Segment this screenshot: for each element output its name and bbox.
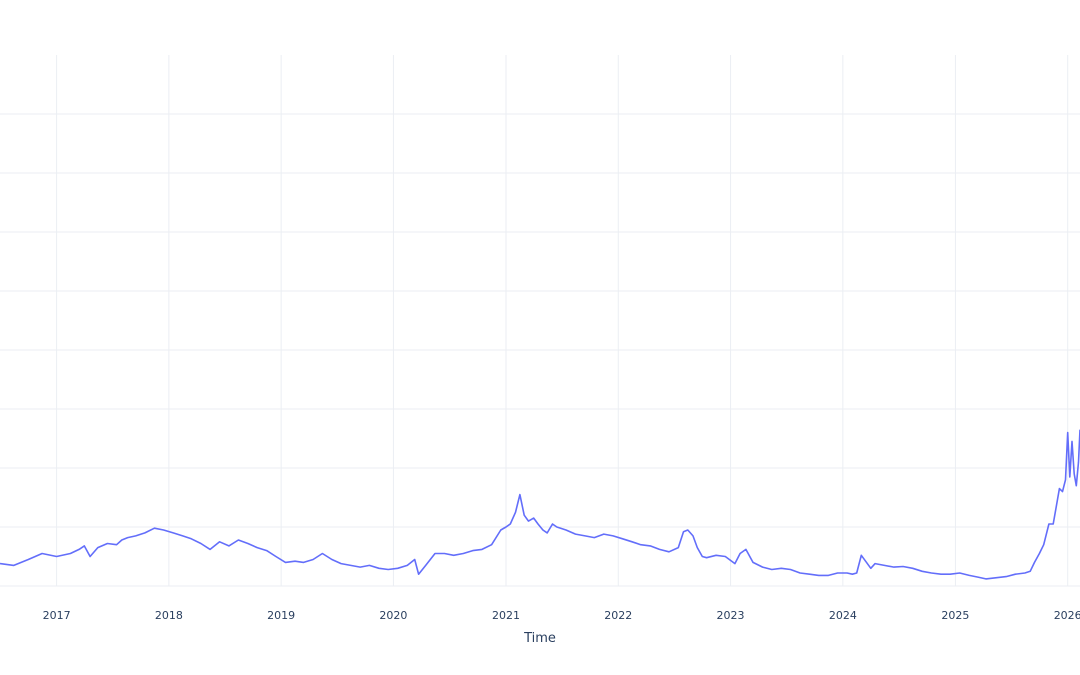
x-tick-label: 2026 bbox=[1054, 609, 1080, 622]
x-axis-ticks: 2017 2018 2019 2020 2021 2022 2023 2024 2025 2026 bbox=[43, 609, 1080, 622]
y-gridlines bbox=[0, 113, 1080, 587]
x-tick-label: 2024 bbox=[829, 609, 857, 622]
x-tick-label: 2022 bbox=[604, 609, 632, 622]
x-tick-label: 2025 bbox=[941, 609, 969, 622]
x-axis-title: Time bbox=[523, 631, 556, 646]
series-layer bbox=[0, 429, 1080, 580]
x-tick-label: 2020 bbox=[379, 609, 407, 622]
x-tick-label: 2019 bbox=[267, 609, 295, 622]
x-tick-label: 2017 bbox=[43, 609, 71, 622]
x-tick-label: 2018 bbox=[155, 609, 183, 622]
series-line bbox=[0, 429, 1080, 580]
x-gridlines bbox=[56, 55, 1069, 586]
x-tick-label: 2021 bbox=[492, 609, 520, 622]
x-tick-label: 2023 bbox=[717, 609, 745, 622]
